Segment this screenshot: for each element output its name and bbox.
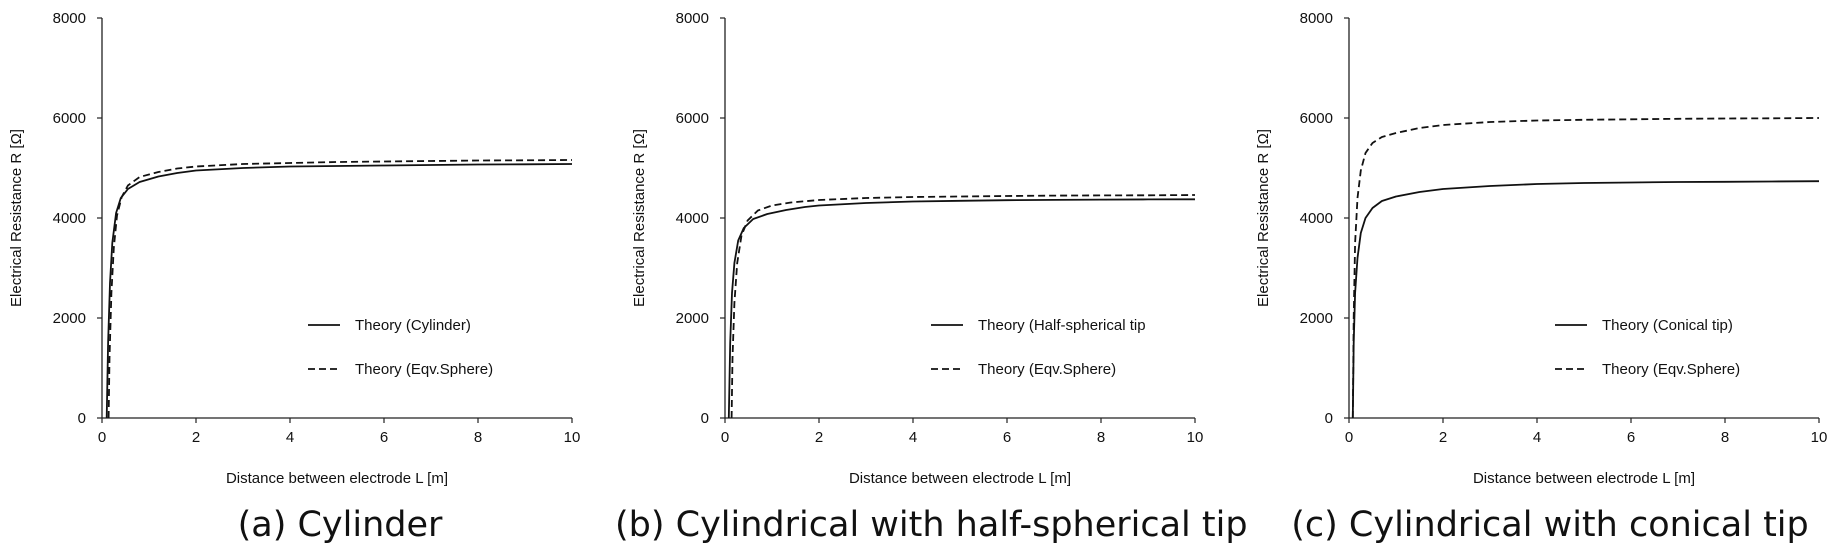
panel-a-x-tick-label: 0 [98, 429, 106, 446]
panel-c-x-tick-label: 4 [1533, 429, 1541, 446]
panel-a-y-tick-label: 2000 [53, 310, 86, 327]
panel-b-x-tick-label: 4 [909, 429, 917, 446]
panel-b-caption: (b) Cylindrical with half-spherical tip [615, 505, 1248, 545]
panel-a-legend-label: Theory (Eqv.Sphere) [355, 361, 493, 378]
panel-b-x-tick-label: 10 [1187, 429, 1204, 446]
panel-c-y-tick-label: 8000 [1300, 10, 1333, 27]
panel-c-y-tick-label: 6000 [1300, 110, 1333, 127]
panel-a-y-axis-label: Electrical Resistance R [Ω] [8, 129, 25, 307]
panel-b-legend-label: Theory (Half-spherical tip [978, 317, 1146, 334]
panel-b-y-tick-label: 8000 [676, 10, 709, 27]
panel-b-y-tick-label: 2000 [676, 310, 709, 327]
panel-b-legend-label: Theory (Eqv.Sphere) [978, 361, 1116, 378]
panel-c-caption: (c) Cylindrical with conical tip [1291, 505, 1809, 545]
panel-a-caption: (a) Cylinder [237, 505, 443, 545]
panel-c-x-tick-label: 8 [1721, 429, 1729, 446]
panel-a-x-tick-label: 6 [380, 429, 388, 446]
panel-c-y-axis-label: Electrical Resistance R [Ω] [1255, 129, 1272, 307]
panel-c-x-tick-label: 10 [1811, 429, 1828, 446]
panel-a-y-tick-label: 0 [78, 410, 86, 427]
panel-b-y-tick-label: 4000 [676, 210, 709, 227]
panel-b-chart: 0 2000 4000 6000 8000 0 2 4 6 8 10 Distance between… [631, 10, 1203, 487]
panel-a-x-tick-label: 2 [192, 429, 200, 446]
panel-b-x-tick-label: 2 [815, 429, 823, 446]
panel-a-x-axis-label: Distance between electrode L [m] [226, 470, 448, 487]
panel-b-x-tick-label: 0 [721, 429, 729, 446]
panel-b-y-axis-label: Electrical Resistance R [Ω] [631, 129, 648, 307]
panel-c-y-tick-label: 0 [1325, 410, 1333, 427]
panel-c-x-tick-label: 2 [1439, 429, 1447, 446]
panel-c-legend-label: Theory (Conical tip) [1602, 317, 1733, 334]
panel-c-x-tick-label: 6 [1627, 429, 1635, 446]
panel-a-x-tick-label: 10 [564, 429, 581, 446]
panel-b-y-tick-label: 6000 [676, 110, 709, 127]
panel-c-series-theory-line [1351, 180, 1820, 419]
panel-b-y-tick-label: 0 [701, 410, 709, 427]
panel-b-x-axis-label: Distance between electrode L [m] [849, 470, 1071, 487]
panel-a-y-tick-label: 8000 [53, 10, 86, 27]
panel-b-x-tick-label: 6 [1003, 429, 1011, 446]
panel-c-y-tick-label: 2000 [1300, 310, 1333, 327]
panel-b-series-eqv-sphere-line [730, 194, 1196, 419]
panel-c-x-tick-label: 0 [1345, 429, 1353, 446]
panel-c-legend-label: Theory (Eqv.Sphere) [1602, 361, 1740, 378]
panel-a-chart: 0 2000 4000 6000 8000 0 2 4 6 8 10 Distance between… [8, 10, 580, 487]
panel-a-series-eqv-sphere-line [107, 159, 573, 419]
panel-c-x-axis-label: Distance between electrode L [m] [1473, 470, 1695, 487]
panel-a-legend-label: Theory (Cylinder) [355, 317, 471, 334]
panel-c-chart: 0 2000 4000 6000 8000 0 2 4 6 8 10 Distance between… [1255, 10, 1827, 487]
panel-a-series-theory-line [105, 163, 573, 419]
panel-c-y-tick-label: 4000 [1300, 210, 1333, 227]
panel-a-x-tick-label: 8 [474, 429, 482, 446]
panel-a-y-tick-label: 6000 [53, 110, 86, 127]
panel-a-y-tick-label: 4000 [53, 210, 86, 227]
panel-c-series-eqv-sphere-line [1351, 117, 1820, 419]
panel-a-x-tick-label: 4 [286, 429, 294, 446]
panel-b-series-theory-line [727, 198, 1196, 419]
panel-b-x-tick-label: 8 [1097, 429, 1105, 446]
